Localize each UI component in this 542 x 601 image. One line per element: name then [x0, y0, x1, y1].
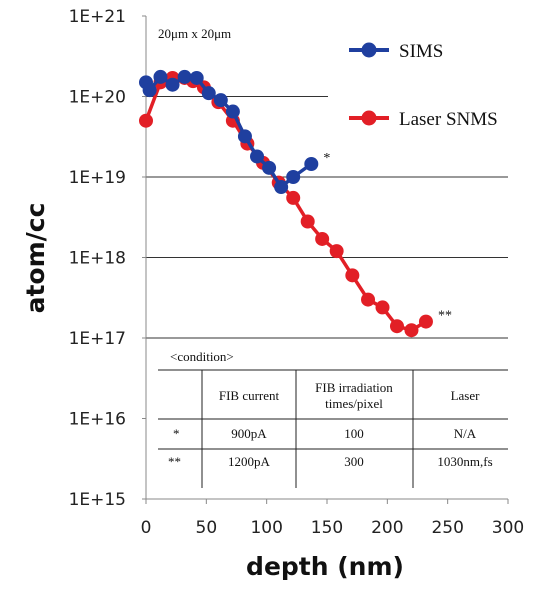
x-tick-label: 150 [311, 518, 343, 538]
data-point-laser-snms [389, 319, 404, 334]
table-row1-fib-current: 900pA [231, 426, 267, 441]
area-label: 20μm x 20μm [158, 26, 231, 41]
y-tick-label: 1E+19 [69, 168, 126, 188]
data-point-laser-snms [139, 113, 153, 128]
data-point-sims [237, 129, 252, 144]
y-tick-label: 1E+21 [69, 7, 126, 27]
y-tick-labels: 1E+15 1E+16 1E+17 1E+18 1E+19 1E+20 1E+21 [69, 7, 146, 510]
data-point-sims [213, 93, 228, 108]
legend-label-sims: SIMS [399, 41, 443, 62]
table-row2-times: 300 [344, 454, 364, 469]
data-point-laser-snms [300, 214, 315, 229]
table-row1-laser: N/A [454, 426, 477, 441]
y-tick-label: 1E+16 [69, 410, 126, 430]
legend: SIMS Laser SNMS [349, 41, 498, 130]
series-end-mark: * [323, 151, 330, 166]
x-tick-labels: 0 50 100 150 200 250 300 [141, 499, 524, 538]
table-header-laser: Laser [451, 388, 481, 403]
x-tick-label: 200 [371, 518, 403, 538]
table-row1-mark: * [173, 426, 180, 441]
data-point-laser-snms [375, 300, 390, 315]
x-tick-label: 100 [250, 518, 282, 538]
y-tick-label: 1E+20 [69, 88, 126, 108]
table-header-fib-current: FIB current [219, 388, 280, 403]
data-point-laser-snms [345, 268, 360, 283]
data-point-laser-snms [286, 190, 301, 205]
table-row2-mark: ** [168, 454, 181, 469]
data-point-sims [262, 160, 277, 175]
table-caption: <condition> [170, 349, 234, 364]
data-point-laser-snms [404, 323, 419, 338]
series-laser-snms [139, 70, 433, 338]
series-line-laser-snms [144, 76, 427, 332]
series-sims [139, 69, 319, 195]
data-point-sims [153, 69, 168, 84]
data-point-laser-snms [418, 314, 433, 329]
legend-swatch-marker-laser-snms [361, 110, 377, 126]
table-header-fib-irradiation-line2: times/pixel [325, 396, 383, 411]
data-point-laser-snms [329, 244, 344, 259]
series-annotations: *** [323, 151, 452, 324]
x-tick-label: 0 [141, 518, 152, 538]
table-header-fib-irradiation-line1: FIB irradiation [315, 380, 393, 395]
table-row1-times: 100 [344, 426, 364, 441]
condition-table: <condition> FIB current FIB irradiation … [158, 349, 508, 488]
y-tick-label: 1E+18 [69, 249, 126, 269]
legend-swatch-marker-sims [361, 42, 377, 58]
x-tick-label: 300 [492, 518, 524, 538]
data-point-sims [274, 180, 289, 195]
data-point-sims [189, 70, 204, 85]
series-layer [139, 69, 433, 338]
data-point-sims [225, 104, 240, 119]
data-point-sims [286, 170, 301, 184]
table-row2-laser: 1030nm,fs [437, 454, 492, 469]
y-tick-label: 1E+17 [69, 329, 126, 349]
data-point-sims [165, 77, 180, 92]
data-point-sims [304, 157, 319, 172]
legend-label-laser-snms: Laser SNMS [399, 109, 498, 130]
series-end-mark: ** [438, 309, 452, 324]
data-point-sims [250, 149, 265, 164]
y-axis-title: atom/cc [21, 203, 50, 314]
table-row2-fib-current: 1200pA [228, 454, 271, 469]
x-tick-label: 50 [196, 518, 218, 538]
x-tick-label: 250 [431, 518, 463, 538]
x-axis-title: depth (nm) [246, 552, 404, 581]
data-point-laser-snms [315, 231, 330, 246]
y-tick-label: 1E+15 [69, 490, 126, 510]
gridlines [146, 96, 508, 339]
data-point-sims [142, 83, 157, 98]
data-point-sims [201, 86, 216, 101]
series-line-sims [144, 75, 313, 189]
data-point-sims [177, 69, 192, 84]
data-point-laser-snms [361, 292, 376, 307]
